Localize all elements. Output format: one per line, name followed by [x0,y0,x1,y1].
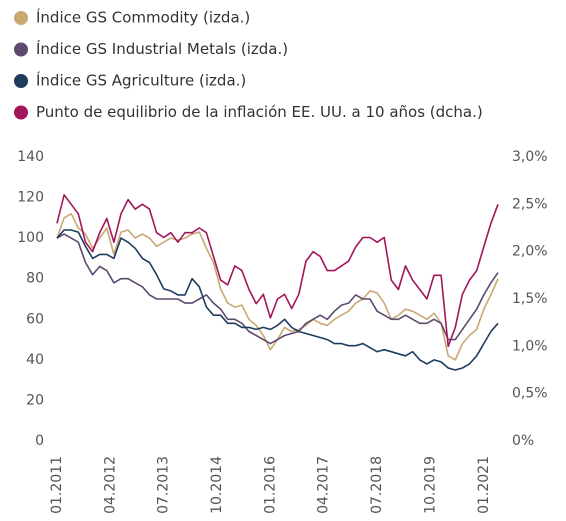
x-tick-label: 01.2021 [476,456,492,514]
x-tick-label: 10.2014 [209,456,225,514]
y-tick-label: 100 [17,230,44,246]
series-line [56,233,499,345]
legend-marker [14,74,28,88]
x-tick-label: 10.2019 [422,456,438,514]
y-tick-label: 120 [17,190,44,206]
x-tick-label: 01.2016 [262,456,278,514]
y-tick-label: 140 [17,149,44,165]
x-tick-label: 07.2018 [369,456,385,514]
x-tick-label: 07.2013 [156,456,172,514]
legend-label: Índice GS Agriculture (izda.) [36,71,246,90]
x-tick-label: 04.2017 [316,456,332,514]
y2-tick-label: 1,0% [512,338,548,354]
y-tick-label: 60 [26,311,44,327]
series-line [56,229,499,371]
legend-marker [14,42,28,57]
y-tick-label: 0 [35,433,44,449]
y-tick-label: 80 [26,271,44,287]
x-tick-label: 01.2011 [49,456,65,514]
y2-tick-label: 1,5% [512,291,548,307]
y2-tick-label: 0% [512,433,534,449]
y2-tick-label: 0,5% [512,386,548,402]
y2-tick-label: 3,0% [512,149,548,165]
x-tick-label: 04.2012 [102,456,118,514]
y2-tick-label: 2,5% [512,196,548,212]
legend-marker [14,11,28,25]
y-tick-label: 40 [26,352,44,368]
legend-marker [14,105,28,120]
legend-label: Índice GS Industrial Metals (izda.) [36,39,288,58]
series-line [56,213,499,361]
y-tick-label: 20 [26,392,44,408]
legend-label: Punto de equilibrio de la inflación EE. … [36,103,483,121]
legend-label: Índice GS Commodity (izda.) [36,8,250,27]
series-line [56,194,499,348]
y2-tick-label: 2,0% [512,244,548,260]
